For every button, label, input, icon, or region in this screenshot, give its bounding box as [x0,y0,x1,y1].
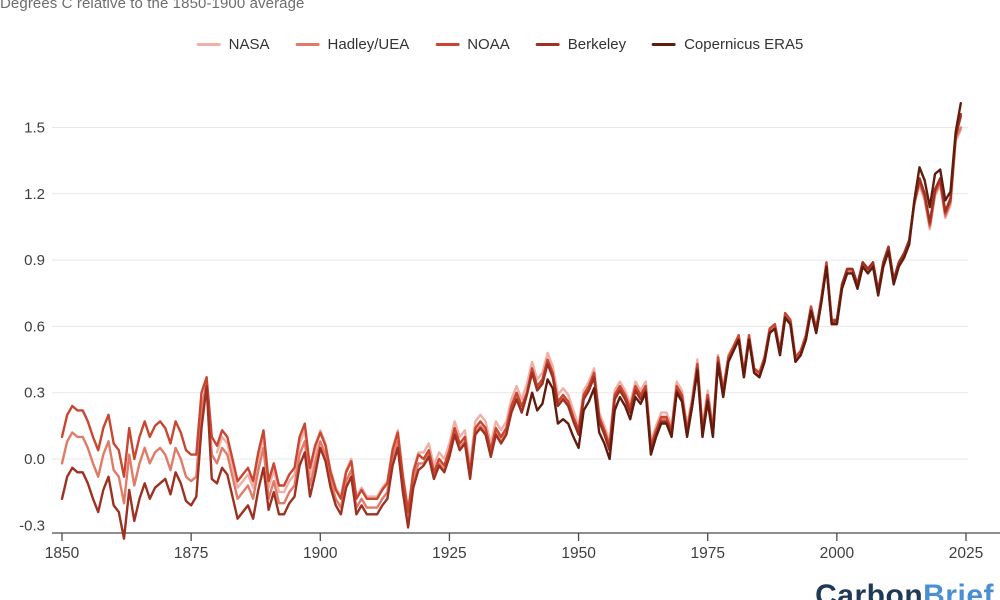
x-axis-tick-label: 1975 [690,545,724,562]
legend-line-swatch [196,43,221,46]
y-axis-tick-label: 1.2 [24,186,45,203]
series-line-noaa [60,115,962,514]
legend-line-swatch [435,43,460,46]
x-axis-tick-label: 2000 [820,545,855,562]
logo-carbon-text: Carbon [815,579,924,600]
y-axis-tick-label: 1.5 [24,120,45,137]
y-axis-tick-label: 0.9 [24,252,45,269]
x-axis-tick-label: 1875 [174,545,208,562]
legend-line-swatch [295,43,320,46]
series-line-copernicus-era5 [525,101,962,461]
chart-title: Degrees C relative to the 1850-1900 aver… [0,0,305,12]
y-axis-tick-label: -0.3 [19,517,45,534]
legend-label: Berkeley [567,36,627,53]
legend-label: NOAA [467,36,510,53]
legend-line-swatch [652,43,677,46]
y-axis-tick-label: 0.3 [24,385,45,402]
x-axis-tick-label: 1900 [303,545,338,562]
legend-label: Copernicus ERA5 [684,36,804,53]
legend-item-noaa[interactable]: NOAA [435,36,510,53]
x-axis-tick-label: 1925 [432,545,466,562]
series-line-hadley-uea [60,126,962,523]
x-axis-tick-label: 1950 [561,545,596,562]
y-axis-tick-label: 0.6 [24,318,45,335]
chart-legend: NASA Hadley/UEA NOAA Berkeley Copernicus ERA… [196,36,803,53]
carbonbrief-logo: CarbonBrief [815,578,994,600]
x-axis-tick-label: 2025 [949,545,983,562]
legend-line-swatch [535,43,560,46]
legend-item-hadley-uea[interactable]: Hadley/UEA [295,36,410,53]
y-axis-tick-label: 0.0 [24,451,45,468]
legend-item-berkeley[interactable]: Berkeley [535,36,627,53]
logo-brief-text: Brief [923,579,994,600]
series-line-nasa [215,128,962,511]
legend-label: NASA [228,36,270,53]
carbonbrief-logo-text: CarbonBrief [815,578,994,600]
legend-item-copernicus-era5[interactable]: Copernicus ERA5 [652,36,803,53]
x-axis-tick-label: 1850 [45,545,80,562]
legend-item-nasa[interactable]: NASA [196,36,270,53]
legend-label: Hadley/UEA [327,36,410,53]
